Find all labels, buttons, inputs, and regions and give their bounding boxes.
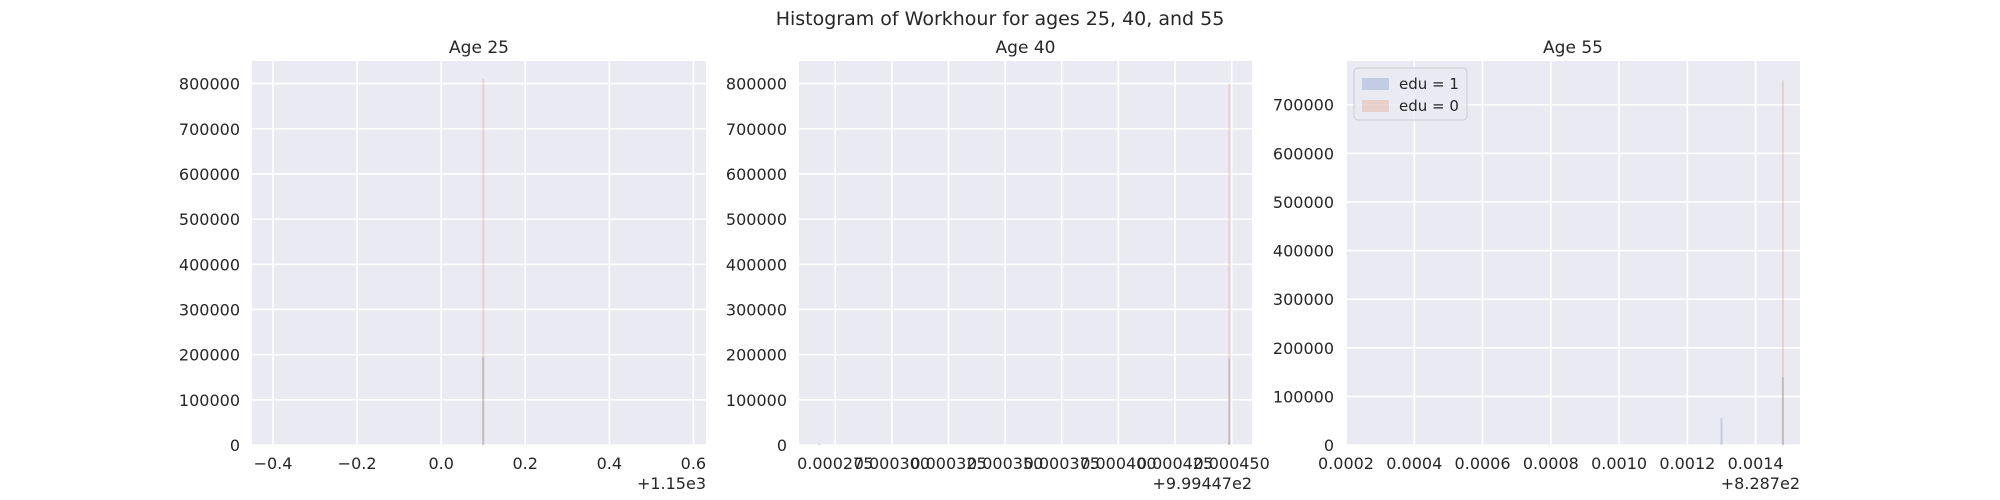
plot-area <box>799 61 1252 445</box>
x-offset-label: +1.15e3 <box>637 474 706 493</box>
x-tick-label: 0.000275 <box>797 454 873 473</box>
x-tick-label: −0.4 <box>254 454 293 473</box>
y-tick-label: 400000 <box>179 255 240 274</box>
subplot-title: Age 40 <box>996 38 1056 58</box>
x-tick-label: 0.6 <box>681 454 706 473</box>
y-tick-label: 700000 <box>179 120 240 139</box>
x-tick-label: 0.2 <box>513 454 538 473</box>
y-tick-label: 0 <box>230 436 240 455</box>
x-offset-label: +8.287e2 <box>1721 474 1800 493</box>
x-tick-label: 0.000375 <box>1024 454 1100 473</box>
figure-suptitle: Histogram of Workhour for ages 25, 40, a… <box>776 8 1225 30</box>
legend-frame <box>1353 67 1468 121</box>
plot-area <box>1346 61 1800 445</box>
histogram-bar <box>1228 359 1231 445</box>
y-tick-label: 700000 <box>726 120 787 139</box>
legend-swatch <box>1362 100 1389 112</box>
x-tick-label: 0.0 <box>428 454 453 473</box>
y-tick-label: 400000 <box>726 255 787 274</box>
subplot-age-25: −0.4 −0.2 0.0 0.2 0.4 0.6 0 100000 200000 300000 4… <box>179 38 706 493</box>
x-tick-label: 0.000325 <box>910 454 986 473</box>
x-tick-label: −0.2 <box>338 454 377 473</box>
x-tick-label: 0.000450 <box>1193 454 1269 473</box>
y-tick-label: 100000 <box>726 391 787 410</box>
y-tick-label: 300000 <box>1273 290 1334 309</box>
subplot-age-55: 0.0002 0.0004 0.0006 0.0008 0.0010 0.0012 0.00… <box>1273 38 1800 493</box>
y-tick-label: 200000 <box>726 346 787 365</box>
y-tick-label: 200000 <box>179 346 240 365</box>
y-tick-label: 0 <box>1324 436 1334 455</box>
y-tick-label: 400000 <box>1273 242 1334 261</box>
y-tick-label: 500000 <box>1273 193 1334 212</box>
y-tick-label: 100000 <box>179 391 240 410</box>
histogram-bar <box>1720 418 1723 445</box>
histogram-bar <box>482 356 485 445</box>
x-tick-label: 0.0006 <box>1455 454 1511 473</box>
plot-area <box>252 61 706 445</box>
y-tick-label: 800000 <box>179 75 240 94</box>
y-tick-label: 500000 <box>179 210 240 229</box>
x-tick-label: 0.0014 <box>1728 454 1784 473</box>
x-tick-label: 0.000350 <box>967 454 1043 473</box>
subplot-title: Age 25 <box>449 38 509 58</box>
x-tick-label: 0.000400 <box>1080 454 1156 473</box>
legend-label: edu = 1 <box>1399 75 1459 93</box>
x-tick-label: 0.4 <box>597 454 622 473</box>
x-tick-label: 0.0012 <box>1659 454 1715 473</box>
y-tick-label: 600000 <box>179 165 240 184</box>
subplot-title: Age 55 <box>1543 38 1603 58</box>
y-tick-label: 100000 <box>1273 387 1334 406</box>
y-tick-label: 0 <box>777 436 787 455</box>
y-tick-label: 800000 <box>726 75 787 94</box>
legend-label: edu = 0 <box>1399 97 1459 115</box>
histogram-bar <box>818 443 821 445</box>
x-offset-label: +9.99447e2 <box>1152 474 1252 493</box>
x-tick-label: 0.000425 <box>1137 454 1213 473</box>
y-tick-label: 600000 <box>726 165 787 184</box>
y-tick-label: 500000 <box>726 210 787 229</box>
x-tick-label: 0.000300 <box>854 454 930 473</box>
histogram-bar <box>1781 376 1784 445</box>
histogram-bar <box>1781 80 1784 445</box>
x-tick-label: 0.0008 <box>1523 454 1579 473</box>
histogram-bar <box>482 79 485 445</box>
y-tick-label: 300000 <box>726 300 787 319</box>
histogram-bar <box>1228 83 1231 446</box>
y-tick-label: 300000 <box>179 300 240 319</box>
legend: edu = 1 edu = 0 <box>1353 67 1468 121</box>
x-tick-label: 0.0004 <box>1386 454 1442 473</box>
x-tick-label: 0.0010 <box>1591 454 1647 473</box>
x-tick-label: 0.0002 <box>1318 454 1374 473</box>
y-tick-label: 700000 <box>1273 96 1334 115</box>
y-tick-label: 200000 <box>1273 339 1334 358</box>
y-tick-label: 600000 <box>1273 144 1334 163</box>
subplot-age-40: 0.0002750.0003000.0003250.0003500.000375… <box>726 38 1270 493</box>
subplot-panels: −0.4 −0.2 0.0 0.2 0.4 0.6 0 100000 200000 300000 4… <box>179 38 1800 493</box>
legend-swatch <box>1362 78 1389 90</box>
